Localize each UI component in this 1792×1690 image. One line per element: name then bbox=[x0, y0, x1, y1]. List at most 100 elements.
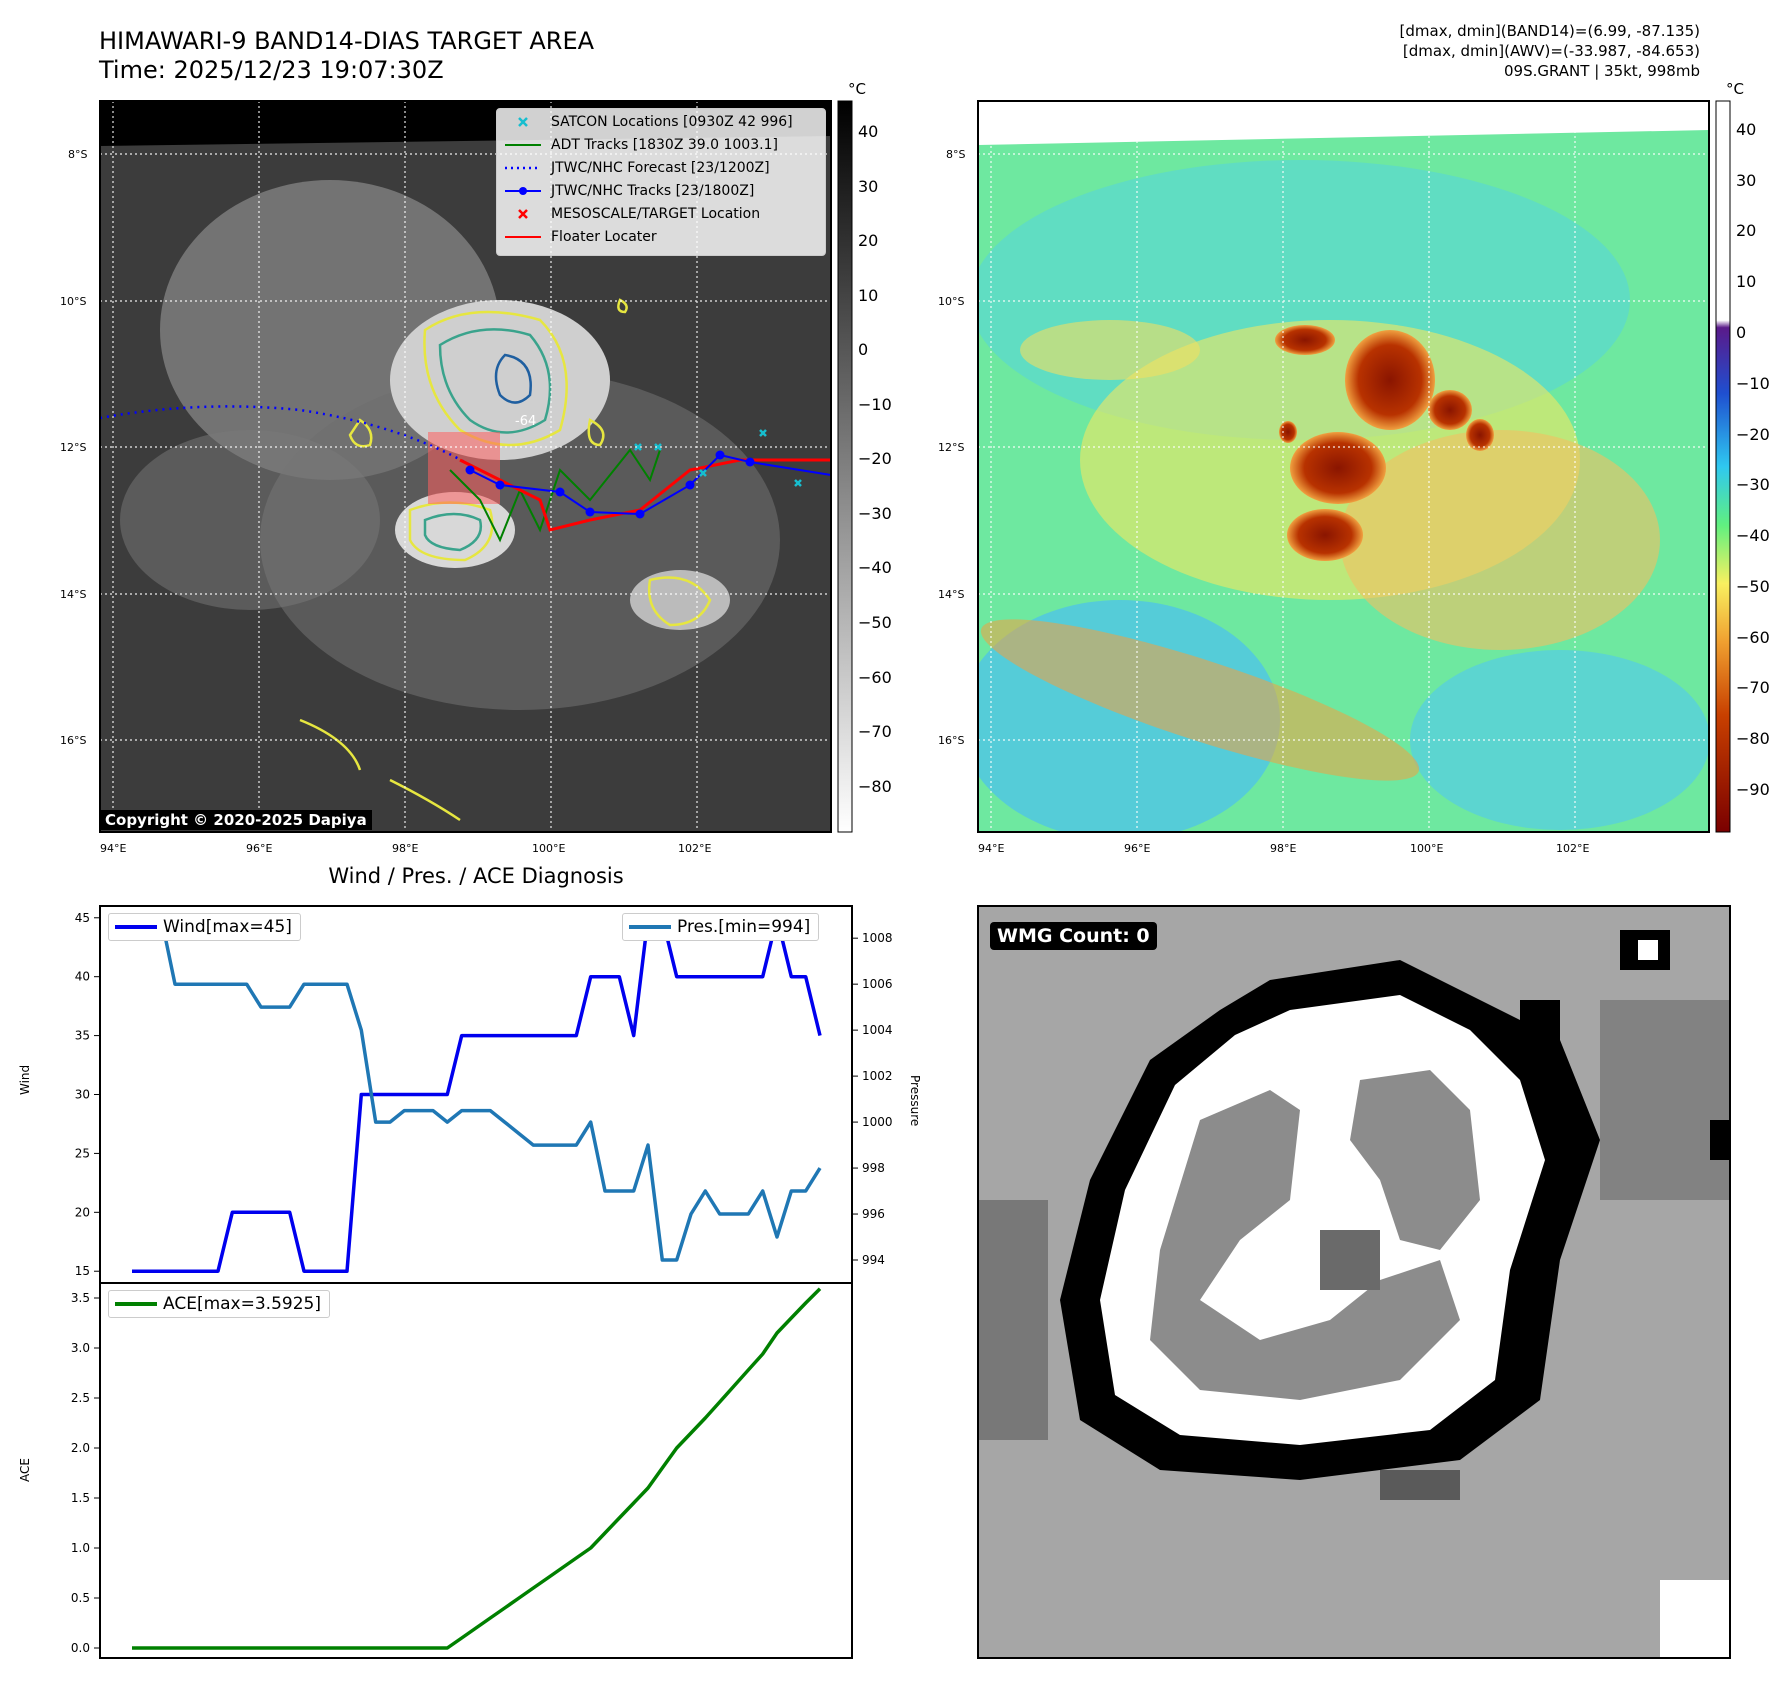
ace-ytick-label: 2.0 bbox=[71, 1441, 90, 1455]
awv-lon-tick-96e: 96°E bbox=[1124, 842, 1151, 855]
legend-swatch bbox=[505, 187, 541, 195]
map-legend: SATCON Locations [0930Z 42 996] ADT Track… bbox=[496, 108, 826, 256]
ir-colorbar-tick: −70 bbox=[858, 722, 892, 742]
jtwc-track bbox=[465, 450, 831, 519]
pressure-legend: Pres.[min=994] bbox=[622, 913, 820, 941]
info-line-2: [dmax, dmin](AWV)=(-33.987, -84.653) bbox=[1402, 42, 1700, 60]
wind-ytick-label: 15 bbox=[75, 1264, 90, 1278]
ir-lon-tick-102e: 102°E bbox=[678, 842, 712, 855]
wmg-image bbox=[978, 906, 1730, 1658]
legend-swatch bbox=[518, 209, 528, 219]
pressure-axis-label: Pressure bbox=[908, 1075, 922, 1127]
awv-lat-tick-12s: 12°S bbox=[938, 441, 965, 454]
ir-lat-tick-14s: 14°S bbox=[60, 588, 87, 601]
ace-ytick-label: 3.5 bbox=[71, 1291, 90, 1305]
ir-lon-tick-100e: 100°E bbox=[532, 842, 566, 855]
ir-colorbar-tick: −40 bbox=[858, 558, 892, 578]
ir-lat-tick-10s: 10°S bbox=[60, 295, 87, 308]
ir-colorbar-tick: −50 bbox=[858, 612, 892, 632]
legend-swatch bbox=[505, 236, 541, 238]
ace-axis-label: ACE bbox=[18, 1458, 32, 1482]
pressure-ytick-label: 1008 bbox=[862, 931, 893, 945]
legend-label: Floater Locater bbox=[551, 229, 657, 245]
awv-colorbar-tick: −40 bbox=[1736, 526, 1770, 546]
ir-lon-tick-96e: 96°E bbox=[246, 842, 273, 855]
awv-colorbar-tick: −30 bbox=[1736, 475, 1770, 495]
storm-info: 09S.GRANT | 35kt, 998mb bbox=[1503, 62, 1700, 80]
awv-colorbar-tick: 20 bbox=[1736, 221, 1757, 241]
legend-item: SATCON Locations [0930Z 42 996] bbox=[503, 114, 793, 130]
ace-ytick-label: 0.5 bbox=[71, 1591, 90, 1605]
ir-lat-tick-16s: 16°S bbox=[60, 734, 87, 747]
ace-ytick-label: 2.5 bbox=[71, 1391, 90, 1405]
wind-ytick-label: 40 bbox=[75, 970, 90, 984]
ir-colorbar-tick: 0 bbox=[858, 340, 869, 360]
wind-ytick-label: 35 bbox=[75, 1029, 90, 1043]
ace-legend: ACE[max=3.5925] bbox=[108, 1290, 330, 1318]
awv-lon-tick-94e: 94°E bbox=[978, 842, 1005, 855]
awv-colorbar-tick: −80 bbox=[1736, 729, 1770, 749]
ir-colorbar-tick: 10 bbox=[858, 285, 879, 305]
wind-pressure-axes bbox=[99, 905, 853, 1284]
awv-lat-tick-16s: 16°S bbox=[938, 734, 965, 747]
legend-swatch bbox=[518, 117, 528, 127]
ir-colorbar-unit: °C bbox=[848, 80, 866, 98]
legend-swatch bbox=[505, 166, 541, 170]
ir-colorbar-tick: 30 bbox=[858, 176, 879, 196]
ir-colorbar-tick: −20 bbox=[858, 449, 892, 469]
awv-colorbar-tick: 30 bbox=[1736, 170, 1757, 190]
figure-title: HIMAWARI-9 BAND14-DIAS TARGET AREA bbox=[99, 27, 595, 55]
ir-lat-tick-8s: 8°S bbox=[68, 148, 88, 161]
copyright-label: Copyright © 2020-2025 Dapiya bbox=[100, 810, 372, 830]
pressure-ytick-label: 994 bbox=[862, 1253, 885, 1267]
pressure-ytick-label: 996 bbox=[862, 1207, 885, 1221]
awv-lat-tick-14s: 14°S bbox=[938, 588, 965, 601]
legend-label: JTWC/NHC Tracks [23/1800Z] bbox=[551, 183, 755, 199]
legend-label: MESOSCALE/TARGET Location bbox=[551, 206, 761, 222]
awv-colorbar-tick: −10 bbox=[1736, 373, 1770, 393]
ir-colorbar-tick: −80 bbox=[858, 776, 892, 796]
awv-colorbar-tick: 10 bbox=[1736, 272, 1757, 292]
wind-axis-label: Wind bbox=[18, 1064, 32, 1095]
contour-label: -64 bbox=[515, 414, 536, 429]
ace-legend-label: ACE[max=3.5925] bbox=[163, 1294, 321, 1314]
awv-lon-tick-100e: 100°E bbox=[1410, 842, 1444, 855]
wind-legend-swatch bbox=[115, 925, 157, 929]
pressure-ytick-label: 998 bbox=[862, 1161, 885, 1175]
pressure-ytick-label: 1006 bbox=[862, 977, 893, 991]
wmg-count-label: WMG Count: 0 bbox=[990, 922, 1157, 950]
wind-ytick-label: 30 bbox=[75, 1088, 90, 1102]
awv-colorbar-unit: °C bbox=[1726, 80, 1744, 98]
pressure-ytick-label: 1000 bbox=[862, 1115, 893, 1129]
wind-ytick-label: 45 bbox=[75, 911, 90, 925]
diagnosis-title: Wind / Pres. / ACE Diagnosis bbox=[328, 864, 624, 888]
info-line-1: [dmax, dmin](BAND14)=(6.99, -87.135) bbox=[1399, 22, 1700, 40]
ace-ytick-label: 1.5 bbox=[71, 1491, 90, 1505]
awv-colorbar-tick: −60 bbox=[1736, 627, 1770, 647]
wind-pressure-chart: 15 20 25 30 35 40 45 994 996 998 1000 1002 1004 1006 1… bbox=[75, 911, 893, 1278]
ace-ytick-label: 3.0 bbox=[71, 1341, 90, 1355]
awv-colorbar-tick: −50 bbox=[1736, 576, 1770, 596]
wind-legend-label: Wind[max=45] bbox=[163, 917, 292, 937]
pressure-legend-label: Pres.[min=994] bbox=[677, 917, 811, 937]
ir-colorbar-tick: −10 bbox=[858, 394, 892, 414]
legend-item: MESOSCALE/TARGET Location bbox=[503, 206, 760, 222]
pressure-series-line bbox=[132, 913, 822, 1262]
awv-colorbar bbox=[1715, 100, 1731, 833]
wind-ytick-label: 20 bbox=[75, 1205, 90, 1219]
legend-label: ADT Tracks [1830Z 39.0 1003.1] bbox=[551, 137, 778, 153]
ir-colorbar-tick: 20 bbox=[858, 231, 879, 251]
legend-swatch bbox=[505, 144, 541, 146]
ir-lat-tick-12s: 12°S bbox=[60, 441, 87, 454]
awv-lon-tick-98e: 98°E bbox=[1270, 842, 1297, 855]
pressure-ytick-label: 1004 bbox=[862, 1023, 893, 1037]
ace-series-line bbox=[132, 1287, 822, 1650]
awv-colorbar-tick: −70 bbox=[1736, 678, 1770, 698]
awv-map bbox=[978, 101, 1709, 832]
awv-colorbar-tick: 0 bbox=[1736, 322, 1747, 342]
awv-colorbar-tick: −90 bbox=[1736, 779, 1770, 799]
awv-colorbar-tick: 40 bbox=[1736, 119, 1757, 139]
legend-label: SATCON Locations [0930Z 42 996] bbox=[551, 114, 793, 130]
legend-item: ADT Tracks [1830Z 39.0 1003.1] bbox=[503, 137, 778, 153]
